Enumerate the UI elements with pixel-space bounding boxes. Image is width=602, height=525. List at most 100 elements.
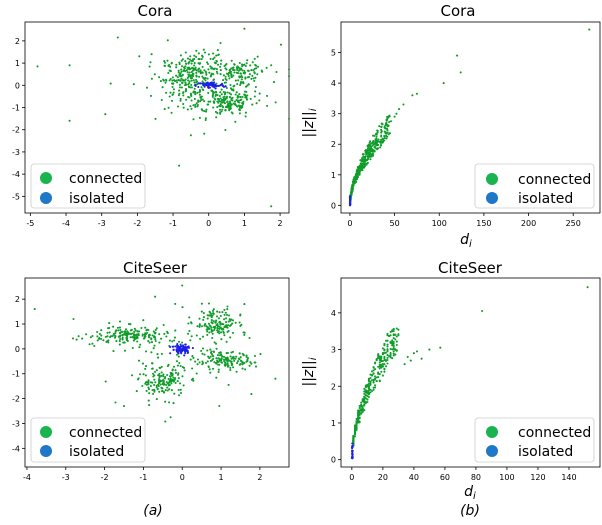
point-connected: [198, 361, 201, 364]
point-connected: [365, 153, 368, 156]
point-connected: [170, 99, 174, 102]
point-connected: [148, 334, 151, 337]
point-connected: [226, 356, 229, 359]
point-connected: [187, 332, 190, 335]
point-connected: [172, 365, 176, 368]
point-connected: [160, 365, 163, 368]
point-connected: [381, 365, 384, 368]
point-connected: [171, 373, 174, 376]
point-connected: [222, 90, 225, 94]
point-connected: [184, 81, 187, 84]
point-connected: [232, 366, 235, 369]
point-connected: [216, 100, 219, 103]
x-tick-label: 0: [347, 219, 352, 228]
point-connected: [173, 339, 176, 342]
point-connected: [203, 353, 206, 356]
point-connected: [219, 103, 222, 106]
point-connected: [199, 100, 202, 103]
point-connected: [158, 366, 161, 369]
point-connected: [207, 322, 210, 325]
point-connected: [287, 68, 291, 71]
y-tick-label: 5: [331, 49, 336, 58]
point-connected: [240, 106, 243, 109]
point-connected: [184, 78, 187, 81]
point-connected: [201, 88, 204, 91]
point-connected: [165, 91, 168, 94]
point-connected: [395, 340, 398, 343]
point-connected: [383, 342, 386, 346]
point-connected: [238, 321, 241, 324]
point-connected: [192, 379, 195, 382]
point-connected: [222, 358, 226, 361]
point-connected: [230, 67, 233, 70]
point-connected: [355, 170, 358, 173]
point-connected: [239, 356, 242, 359]
point-connected: [212, 57, 215, 61]
point-connected: [68, 119, 71, 122]
point-connected: [239, 83, 242, 87]
x-tick-label: 20: [378, 473, 388, 482]
y-tick-label: -3: [12, 148, 20, 157]
point-connected: [118, 340, 121, 343]
point-connected: [456, 54, 459, 57]
point-connected: [164, 81, 167, 84]
point-connected: [246, 357, 250, 360]
point-connected: [238, 112, 241, 115]
point-connected: [180, 59, 183, 62]
point-connected: [224, 356, 227, 359]
point-connected: [124, 332, 128, 335]
point-connected: [176, 373, 180, 376]
point-connected: [392, 345, 395, 348]
point-connected: [364, 385, 367, 388]
legend-marker-isolated: [40, 192, 52, 204]
point-connected: [160, 352, 163, 355]
point-isolated: [202, 83, 205, 86]
point-connected: [205, 328, 208, 331]
point-connected: [253, 57, 256, 60]
point-connected: [194, 105, 197, 108]
legend-label-isolated: isolated: [69, 444, 124, 460]
point-isolated: [194, 84, 197, 87]
point-connected: [96, 330, 99, 334]
point-connected: [220, 99, 224, 102]
point-connected: [389, 120, 393, 123]
point-connected: [167, 377, 170, 380]
point-connected: [116, 326, 119, 329]
point-connected: [188, 61, 191, 64]
point-connected: [179, 54, 182, 57]
point-connected: [384, 359, 388, 363]
point-connected: [156, 387, 159, 390]
point-connected: [162, 79, 165, 82]
point-connected: [362, 162, 365, 165]
point-connected: [252, 77, 255, 80]
point-connected: [219, 91, 222, 94]
point-isolated: [175, 349, 178, 352]
point-connected: [361, 153, 364, 156]
point-connected: [391, 357, 394, 360]
point-connected: [213, 341, 216, 344]
point-connected: [216, 329, 219, 332]
y-tick-label: 2: [15, 295, 20, 304]
point-connected: [259, 353, 262, 356]
point-connected: [211, 309, 215, 312]
point-connected: [238, 61, 241, 65]
point-connected: [213, 56, 216, 59]
point-connected: [385, 134, 388, 137]
x-tick-label: -2: [101, 473, 109, 482]
point-connected: [227, 71, 231, 74]
point-connected: [229, 104, 232, 107]
point-connected: [428, 348, 431, 351]
point-connected: [191, 367, 194, 370]
point-connected: [402, 103, 405, 106]
point-connected: [226, 358, 229, 361]
point-connected: [169, 91, 172, 94]
point-connected: [212, 308, 215, 311]
point-connected: [358, 173, 361, 176]
point-connected: [238, 93, 241, 96]
point-connected: [188, 80, 191, 83]
point-connected: [588, 28, 591, 31]
point-connected: [171, 76, 174, 79]
point-connected: [211, 332, 214, 335]
point-connected: [216, 49, 219, 52]
point-connected: [135, 337, 138, 340]
